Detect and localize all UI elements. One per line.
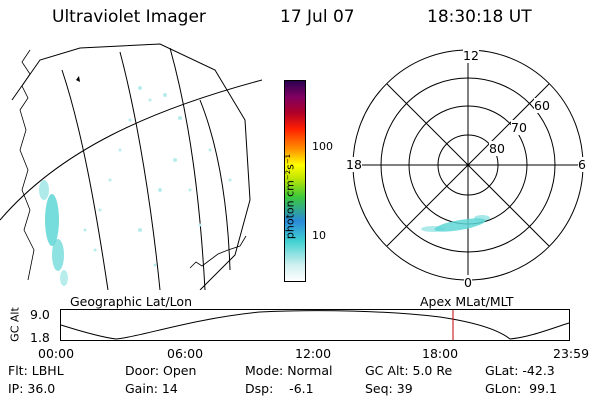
polar-label-lat-60: 60: [534, 98, 550, 113]
polar-label-mlt-0: 0: [464, 275, 472, 290]
aurora-oval-emission: [421, 215, 490, 232]
orbit-x-tick-4: 23:59: [553, 346, 590, 361]
longitude-line: [199, 99, 231, 271]
orbit-plot-frame: [60, 309, 570, 341]
polar-label-lat-80: 80: [489, 141, 505, 156]
longitude-line: [169, 47, 206, 290]
orbit-y-max: 9.0: [30, 307, 50, 322]
status-dsp: Dsp: -6.1: [245, 381, 314, 396]
colorbar-tick-100: 100: [312, 140, 333, 153]
polar-label-mlt-18: 18: [346, 157, 362, 172]
observation-date: 17 Jul 07: [280, 7, 355, 27]
image-boundary: [11, 43, 251, 290]
background-speckle: [83, 86, 232, 267]
status-mode: Mode: Normal: [245, 363, 333, 378]
coastline: [19, 49, 35, 281]
instrument-title: Ultraviolet Imager: [52, 7, 206, 27]
orbit-altitude-plot: [60, 309, 570, 341]
orbit-left-label: Geographic Lat/Lon: [70, 294, 192, 309]
polar-mlt-plot: [352, 49, 584, 281]
geographic-image-panel: [0, 43, 262, 290]
mlt-diagonal: [386, 83, 550, 247]
polar-label-mlt-12: 12: [463, 48, 479, 63]
status-glon: GLon: 99.1: [485, 381, 557, 396]
orbit-ylabel: GC Alt: [8, 307, 22, 342]
orbit-right-label: Apex MLat/MLT: [420, 294, 514, 309]
status-glat: GLat: -42.3: [485, 363, 555, 378]
coastline: [189, 235, 247, 269]
latitude-line: [0, 79, 262, 221]
polar-label-mlt-6: 6: [578, 157, 586, 172]
status-ip: IP: 36.0: [8, 381, 56, 396]
colorbar-unit-label: photon cm⁻²s⁻¹: [283, 153, 297, 240]
status-gain: Gain: 14: [125, 381, 178, 396]
status-filter: Flt: LBHL: [8, 363, 64, 378]
orbit-altitude-curve: [60, 310, 570, 340]
color-scale-bar: [284, 80, 306, 282]
orbit-x-tick-1: 06:00: [167, 346, 204, 361]
orbit-x-tick-0: 00:00: [38, 346, 75, 361]
orbit-y-min: 1.8: [30, 330, 50, 345]
orbit-x-tick-2: 12:00: [295, 346, 332, 361]
status-gc-alt: GC Alt: 5.0 Re: [365, 363, 453, 378]
aurora-emission: [39, 180, 68, 286]
polar-label-lat-70: 70: [511, 120, 527, 135]
colorbar-tick-10: 10: [312, 229, 326, 242]
status-seq: Seq: 39: [365, 381, 413, 396]
orbit-x-tick-3: 18:00: [422, 346, 459, 361]
longitude-line: [61, 69, 109, 290]
island-outline: [76, 76, 80, 82]
status-door: Door: Open: [125, 363, 197, 378]
observation-time: 18:30:18 UT: [427, 7, 532, 27]
longitude-line: [119, 51, 161, 290]
